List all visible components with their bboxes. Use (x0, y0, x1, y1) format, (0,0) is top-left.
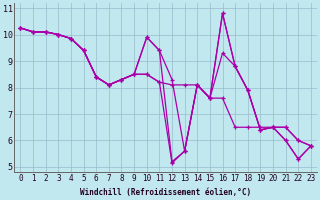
X-axis label: Windchill (Refroidissement éolien,°C): Windchill (Refroidissement éolien,°C) (80, 188, 251, 197)
